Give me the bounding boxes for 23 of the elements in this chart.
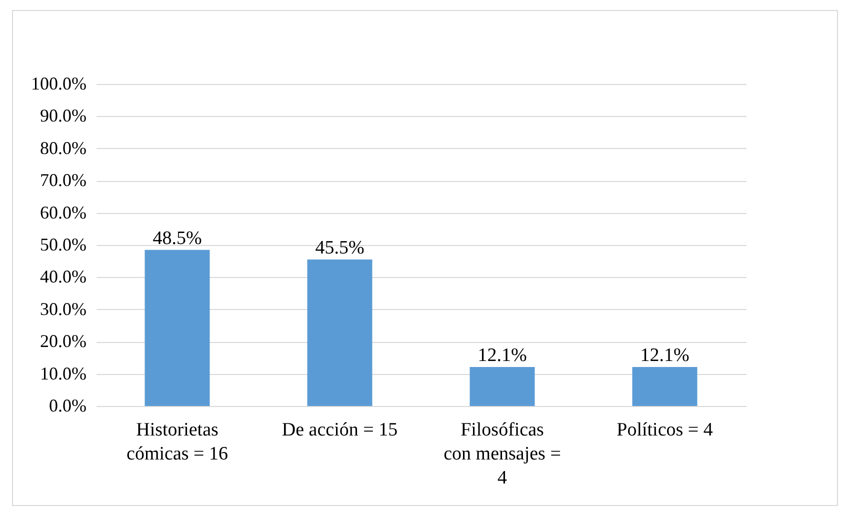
y-tick-label: 90.0% [40,106,86,126]
bar [307,259,372,406]
y-tick-label: 80.0% [40,138,86,158]
y-tick-label: 70.0% [40,170,86,190]
y-tick-label: 0.0% [49,396,86,416]
bar [632,367,698,406]
data-label: 12.1% [640,345,690,366]
data-label: 12.1% [478,345,527,366]
y-tick-label: 60.0% [40,202,86,222]
x-tick-label: Filosóficas con mensajes = 4 [444,420,561,488]
y-tick-label: 30.0% [40,298,86,319]
x-tick-label: De acción = 15 [282,420,398,440]
x-tick-label: Políticos = 4 [616,420,714,440]
data-label: 45.5% [315,237,364,258]
bar [144,250,210,406]
data-label: 48.5% [152,228,202,249]
bar [470,367,535,406]
y-tick-label: 50.0% [40,234,86,254]
y-tick-label: 20.0% [40,331,86,352]
y-tick-label: 40.0% [40,266,86,287]
y-tick-label: 100.0% [31,74,86,94]
x-tick-label: Historietas cómicas = 16 [126,420,228,464]
y-tick-label: 10.0% [40,363,86,384]
